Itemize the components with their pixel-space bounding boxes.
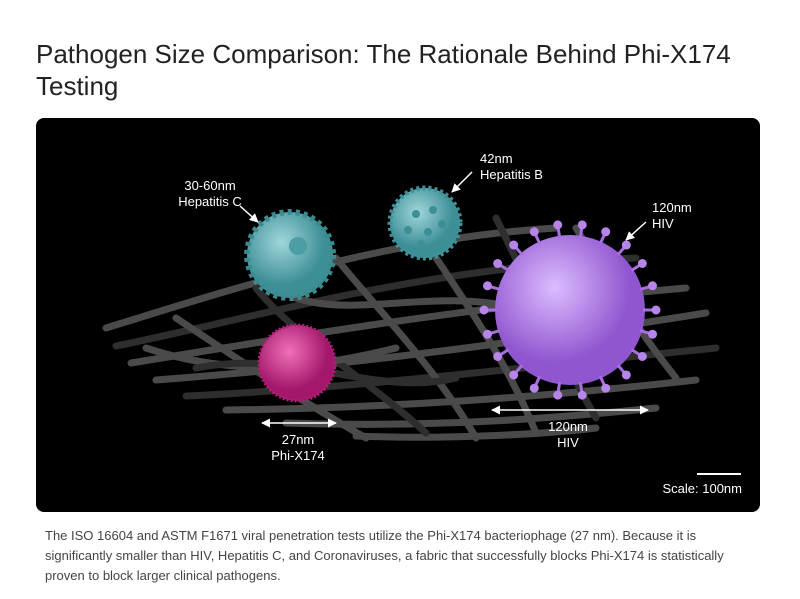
- hiv-particle: [479, 220, 661, 400]
- spike-head: [529, 383, 539, 393]
- pointer-arrow: [451, 171, 473, 193]
- spike-head: [482, 281, 492, 291]
- hepatitis-b-particle: [387, 185, 463, 261]
- spike-head: [601, 227, 611, 237]
- spike-head: [493, 259, 503, 269]
- spike-head: [509, 240, 519, 250]
- phi-x174-particle: [257, 323, 337, 403]
- pathogen-label: Hepatitis B: [480, 167, 543, 182]
- scale-label: Scale: 100nm: [663, 481, 743, 496]
- caption: The ISO 16604 and ASTM F1671 viral penet…: [45, 528, 724, 583]
- spike-head: [577, 390, 587, 400]
- spike-head: [553, 220, 563, 230]
- pathogen-label: Phi-X174: [271, 448, 324, 463]
- spike-head: [509, 370, 519, 380]
- size-label: 27nm: [282, 432, 315, 447]
- size-label: 30-60nm: [184, 178, 235, 193]
- spike-head: [648, 329, 658, 339]
- illustration: 30-60nm Hepatitis C 42nm Hepatitis B 120…: [36, 118, 760, 512]
- pointer-arrow: [625, 221, 647, 241]
- spike-head: [493, 351, 503, 361]
- spike-head: [637, 259, 647, 269]
- pathogen-label: HIV: [557, 435, 579, 450]
- spike-head: [648, 281, 658, 291]
- page-title: Pathogen Size Comparison: The Rationale …: [36, 39, 731, 101]
- pathogen-label: HIV: [652, 216, 674, 231]
- spike-head: [553, 390, 563, 400]
- pathogen-label: Hepatitis C: [178, 194, 242, 209]
- spike-head: [482, 329, 492, 339]
- spike-head: [651, 305, 661, 315]
- spike-head: [637, 351, 647, 361]
- pointer-arrow: [239, 205, 259, 223]
- spike-head: [529, 227, 539, 237]
- spike-head: [621, 370, 631, 380]
- spike-head: [621, 240, 631, 250]
- size-label: 42nm: [480, 151, 513, 166]
- spike-head: [601, 383, 611, 393]
- size-label: 120nm: [652, 200, 692, 215]
- size-label: 120nm: [548, 419, 588, 434]
- hepatitis-c-particle: [244, 209, 336, 301]
- spike-head: [577, 220, 587, 230]
- spike-head: [479, 305, 489, 315]
